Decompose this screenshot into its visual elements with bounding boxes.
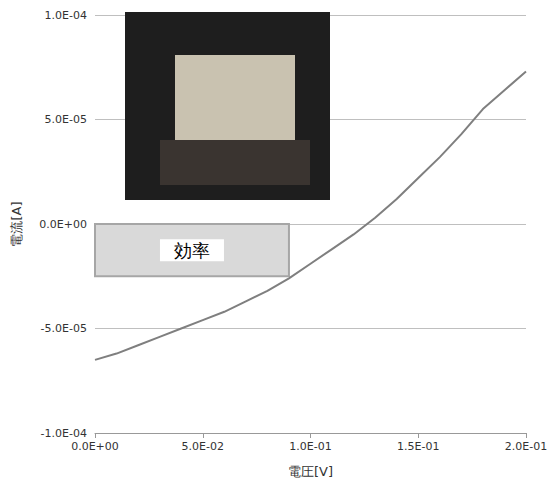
- svg-text:5.0E-05: 5.0E-05: [45, 113, 87, 126]
- svg-text:電圧[V]: 電圧[V]: [288, 464, 333, 479]
- svg-text:2.0E-01: 2.0E-01: [505, 440, 547, 453]
- svg-text:1.0E-01: 1.0E-01: [289, 440, 331, 453]
- svg-text:電流[A]: 電流[A]: [9, 201, 24, 246]
- svg-text:1.5E-01: 1.5E-01: [397, 440, 439, 453]
- svg-text:効率: 効率: [174, 240, 210, 261]
- svg-text:1.0E-04: 1.0E-04: [45, 9, 87, 22]
- svg-text:-1.0E-04: -1.0E-04: [41, 427, 87, 440]
- svg-text:5.0E-02: 5.0E-02: [182, 440, 224, 453]
- svg-text:0.0E+00: 0.0E+00: [39, 218, 87, 231]
- svg-text:-5.0E-05: -5.0E-05: [41, 322, 87, 335]
- svg-text:0.0E+00: 0.0E+00: [71, 440, 119, 453]
